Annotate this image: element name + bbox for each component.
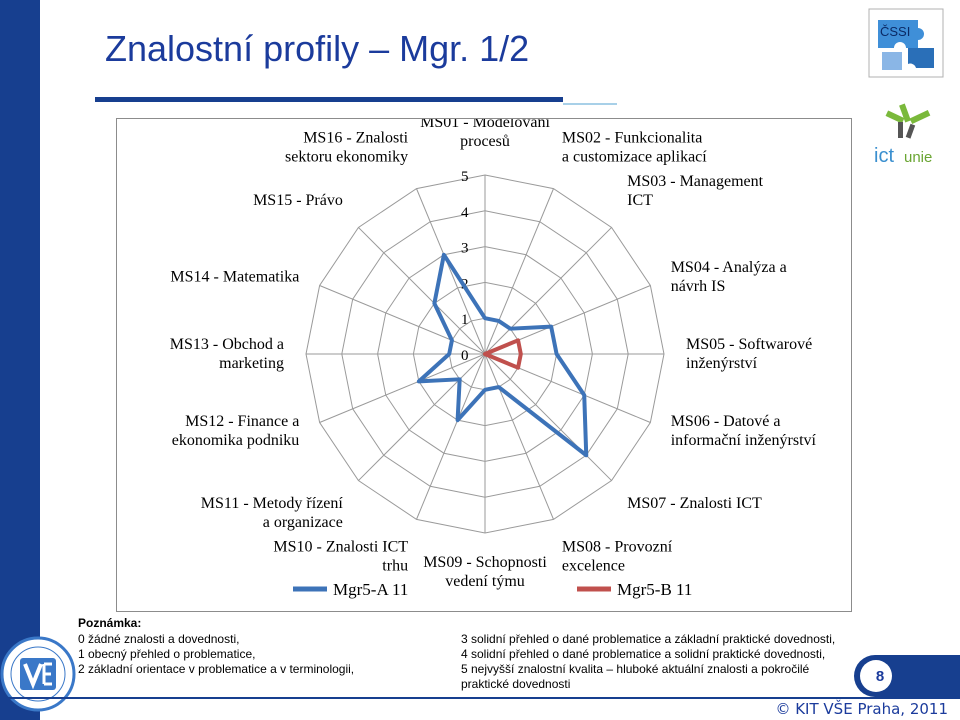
legend-label: Mgr5-A 11 xyxy=(333,580,408,599)
radar-spoke xyxy=(319,353,486,423)
radar-spoke xyxy=(484,353,554,520)
radar-tick-label: 0 xyxy=(461,348,469,364)
radar-axis-label: MS11 - Metody řízení a organizace xyxy=(201,495,344,531)
unie-logo-text: unie xyxy=(904,149,932,166)
radar-axis-label: MS14 - Matematika xyxy=(170,269,299,286)
note-title: Poznámka: xyxy=(78,616,142,630)
note-line: 0 žádné znalosti a dovednosti, xyxy=(78,632,240,646)
radar-axis-label: MS03 - Management ICT xyxy=(627,173,764,209)
radar-chart-frame: 0 1 2 3 4 5 MS01 - Modelování procesů MS02 - Fun… xyxy=(116,118,852,612)
page-number-tab xyxy=(854,655,960,697)
ict-unie-logo: ict unie xyxy=(874,103,932,167)
title-underline-light xyxy=(563,103,617,105)
series-b-line xyxy=(483,338,523,370)
radar-axis-label: MS09 - Schopnosti vedení týmu xyxy=(423,554,547,590)
radar-axis-label: MS01 - Modelování procesů xyxy=(420,119,550,150)
radar-axis-label: MS05 - Softwarové inženýrství xyxy=(686,336,812,372)
slide-title: Znalostní profily – Mgr. 1/2 xyxy=(105,28,530,69)
radar-spoke xyxy=(416,188,486,355)
radar-axis-label: MS12 - Finance a ekonomika podniku xyxy=(172,413,300,449)
radar-axis-label: MS16 - Znalosti sektoru ekonomiky xyxy=(285,129,409,165)
radar-axis-label: MS06 - Datové a informační inženýrství xyxy=(671,413,817,449)
note-line: praktické dovednosti xyxy=(461,677,571,691)
note-left-column: 0 žádné znalosti a dovednosti, 1 obecný … xyxy=(78,632,354,677)
page-number: 8 xyxy=(875,668,885,685)
ict-logo-text: ict xyxy=(874,145,894,167)
cssi-logo: ČSSI xyxy=(868,8,944,78)
radar-spoke xyxy=(484,353,612,481)
legend-label: Mgr5-B 11 xyxy=(617,580,692,599)
title-underline-dark xyxy=(95,97,563,102)
note-right-column: 3 solidní přehled o dané problematice a … xyxy=(461,632,835,692)
radar-axis-label: MS04 - Analýza a návrh IS xyxy=(671,259,787,295)
note-line: 2 základní orientace v problematice a v … xyxy=(78,662,355,676)
radar-tick-label: 5 xyxy=(461,169,469,185)
radar-axis-label: MS02 - Funkcionalita a customizace aplika… xyxy=(562,129,707,165)
note-line: 1 obecný přehled o problematice, xyxy=(78,647,256,661)
radar-spoke xyxy=(358,227,486,355)
series-a-line xyxy=(416,252,589,458)
radar-axis-label: MS08 - Provozní excelence xyxy=(562,539,673,575)
radar-spoke xyxy=(358,353,486,481)
note-line: 5 nejvyšší znalostní kvalita – hluboké a… xyxy=(461,662,810,676)
radar-axis-label: MS07 - Znalosti ICT xyxy=(627,495,762,512)
note-line: 3 solidní přehled o dané problematice a … xyxy=(461,632,836,646)
radar-tick-label: 3 xyxy=(461,241,469,257)
left-sidebar-band xyxy=(0,0,40,720)
vse-seal-logo xyxy=(0,636,76,712)
note-line: 4 solidní přehled o dané problematice a … xyxy=(461,647,826,661)
cssi-logo-text: ČSSI xyxy=(880,24,910,39)
radar-tick-label: 1 xyxy=(461,312,469,328)
radar-spoke xyxy=(484,188,554,355)
footer-line xyxy=(0,697,960,699)
radar-spoke xyxy=(319,285,486,355)
radar-tick-label: 4 xyxy=(461,205,469,221)
radar-spoke xyxy=(416,353,486,520)
radar-axis-label: MS15 - Právo xyxy=(253,192,343,209)
footer-copyright: © KIT VŠE Praha, 2011 xyxy=(775,700,948,718)
radar-spoke xyxy=(484,227,612,355)
radar-axis-label: MS13 - Obchod a marketing xyxy=(170,336,284,372)
radar-axis-label: MS10 - Znalosti ICT trhu xyxy=(273,539,408,575)
